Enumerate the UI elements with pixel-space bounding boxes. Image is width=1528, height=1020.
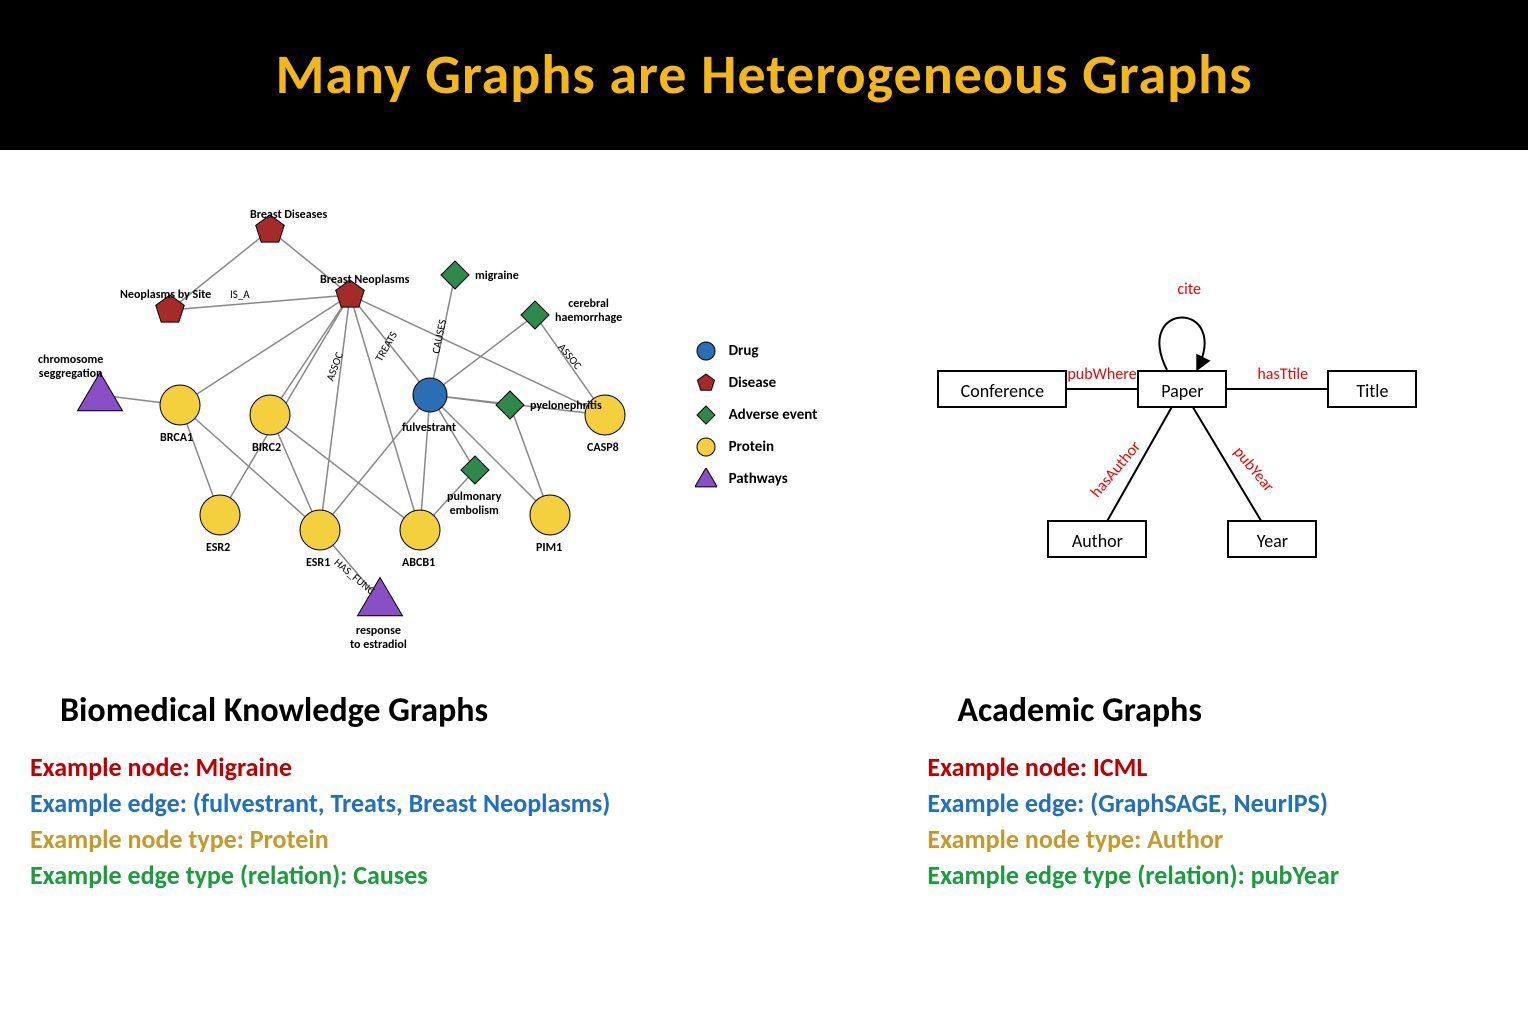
bio-example-edge: Example edge: (fulvestrant, Treats, Brea… (30, 787, 837, 819)
legend-label: Adverse event (729, 406, 818, 424)
node-label: ABCB1 (402, 556, 435, 570)
node-label: Neoplasms by Site (120, 288, 211, 302)
edge-label: pubWhere (1067, 365, 1136, 384)
entity-box: Year (1227, 520, 1317, 558)
node-label: migraine (475, 269, 519, 283)
acad-example-edgetype: Example edge type (relation): pubYear (927, 859, 1498, 891)
legend-shape-icon (695, 404, 717, 426)
legend-shape-icon (695, 468, 717, 490)
node-label: PIM1 (536, 541, 562, 555)
content-area: DrugDiseaseAdverse eventProteinPathways … (0, 150, 1528, 895)
biomedical-legend: Drug Disease Adverse event Protein Pathways (695, 340, 818, 500)
academic-column: citepubWherehasTtilehasAuthorpubYearPape… (837, 180, 1498, 895)
legend-label: Pathways (729, 470, 788, 488)
node-label: Breast Neoplasms (320, 273, 409, 287)
legend-row: Protein (695, 436, 818, 458)
legend-row: Drug (695, 340, 818, 362)
node-label: cerebral haemorrhage (555, 297, 622, 325)
legend-shape-icon (695, 372, 717, 394)
entity-box: Conference (937, 370, 1067, 408)
legend-label: Disease (729, 374, 777, 392)
legend-shape-icon (695, 340, 717, 362)
node-label: BIRC2 (252, 441, 281, 455)
biomedical-column: DrugDiseaseAdverse eventProteinPathways … (30, 180, 837, 895)
entity-box: Title (1327, 370, 1417, 408)
acad-example-node: Example node: ICML (927, 751, 1498, 783)
node-label: fulvestrant (402, 421, 456, 435)
node-label: CASP8 (587, 441, 619, 455)
legend-shape-icon (695, 436, 717, 458)
legend-row: Pathways (695, 468, 818, 490)
node-label: BRCA1 (160, 431, 193, 445)
biomedical-section-title: Biomedical Knowledge Graphs (60, 690, 837, 731)
edge-label: cite (1177, 280, 1201, 299)
bio-example-nodetype: Example node type: Protein (30, 823, 837, 855)
entity-box: Paper (1137, 370, 1227, 408)
node-label: response to estradiol (350, 624, 407, 652)
biomedical-diagram: DrugDiseaseAdverse eventProteinPathways … (30, 180, 837, 680)
academic-svg (897, 180, 1497, 680)
edge-label: IS_A (230, 288, 250, 301)
bio-example-edgetype: Example edge type (relation): Causes (30, 859, 837, 891)
legend-label: Drug (729, 342, 759, 360)
legend-label: Protein (729, 438, 775, 456)
node-label: pyelonephritis (530, 399, 602, 413)
academic-diagram: citepubWherehasTtilehasAuthorpubYearPape… (897, 180, 1498, 680)
node-label: pulmonary embolism (447, 490, 501, 518)
acad-example-nodetype: Example node type: Author (927, 823, 1498, 855)
acad-example-edge: Example edge: (GraphSAGE, NeurIPS) (927, 787, 1498, 819)
bio-example-node: Example node: Migraine (30, 751, 837, 783)
title-bar: Many Graphs are Heterogeneous Graphs (0, 0, 1528, 150)
edge-label: hasTtile (1257, 365, 1308, 384)
slide-title: Many Graphs are Heterogeneous Graphs (275, 41, 1252, 109)
academic-section-title: Academic Graphs (957, 690, 1498, 731)
entity-box: Author (1047, 520, 1147, 558)
node-label: ESR2 (206, 541, 230, 555)
node-label: Breast Diseases (250, 208, 327, 222)
node-label: chromosome seggregation (38, 353, 103, 381)
legend-row: Adverse event (695, 404, 818, 426)
legend-row: Disease (695, 372, 818, 394)
node-label: ESR1 (306, 556, 330, 570)
